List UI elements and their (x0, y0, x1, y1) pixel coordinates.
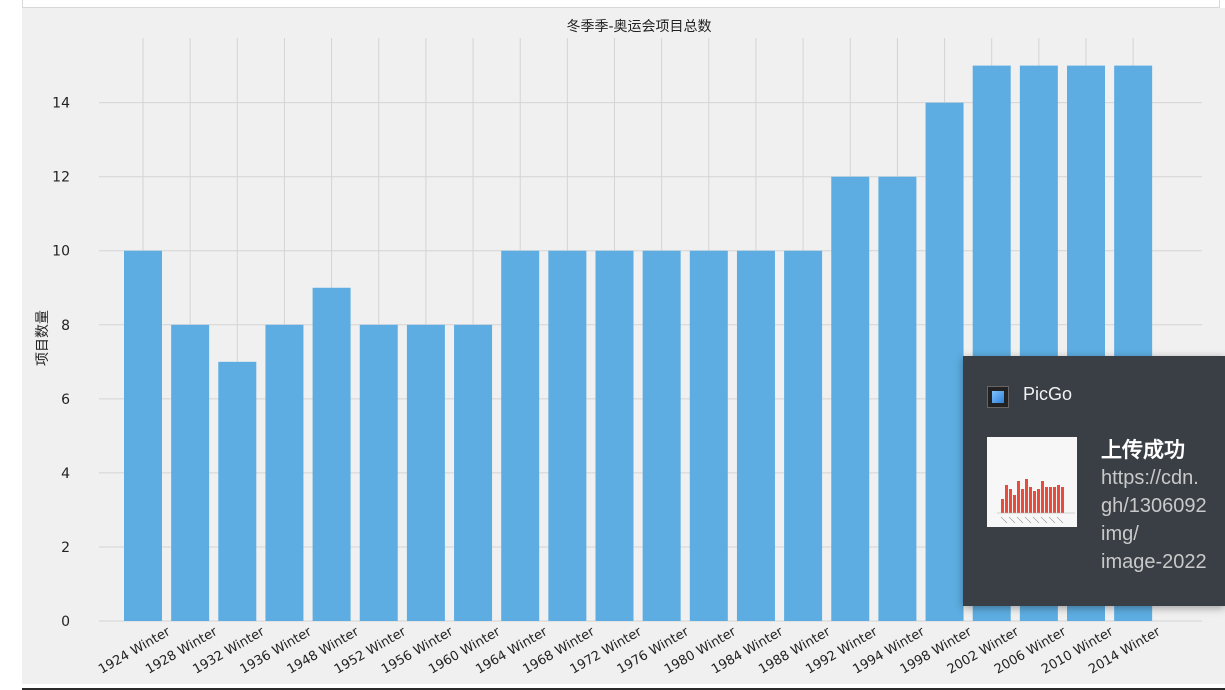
y-tick-label: 0 (61, 614, 70, 630)
y-tick-label: 8 (61, 318, 70, 334)
notification-url-line: https://cdn. (1101, 467, 1199, 489)
bar (265, 324, 304, 621)
y-tick-label: 12 (52, 170, 70, 186)
bar (736, 250, 775, 622)
chart-title: 冬季季-奥运会项目总数 (566, 18, 711, 35)
y-tick-label: 14 (52, 96, 70, 112)
bar (925, 102, 964, 621)
y-tick-label: 10 (52, 244, 70, 260)
y-tick-label: 6 (61, 392, 70, 408)
bar (878, 176, 917, 621)
bar (312, 287, 351, 621)
notification-app-name: PicGo (1023, 384, 1073, 404)
bar (454, 324, 493, 621)
bar (171, 324, 210, 621)
picgo-app-icon (987, 386, 1009, 408)
uploaded-image-thumbnail[interactable] (987, 437, 1077, 527)
bar (784, 250, 823, 622)
y-tick-label: 4 (61, 466, 70, 482)
notification-title: 上传成功 (1101, 438, 1185, 462)
bar (689, 250, 728, 622)
bar (548, 250, 587, 622)
notification-body: https://cdn. gh/1306092 img/ image-2022 (1101, 464, 1207, 576)
bar (642, 250, 681, 622)
picgo-notification[interactable]: PicGo (963, 356, 1225, 606)
bar (359, 324, 398, 621)
bar (124, 250, 162, 622)
notification-url-line: gh/1306092 (1101, 495, 1207, 517)
bar (595, 250, 634, 622)
window-top-strip (22, 0, 1220, 8)
notification-url-line: image-2022 (1101, 551, 1207, 573)
y-tick-label: 2 (61, 540, 70, 556)
bar (501, 250, 540, 622)
chart-area: 冬季季-奥运会项目总数 项目数量 0 2 4 6 8 10 12 14 1924 Winter 1… (22, 8, 1225, 690)
bar (406, 324, 445, 621)
notification-url-line: img/ (1101, 523, 1139, 545)
bar (831, 176, 870, 621)
bar (218, 361, 257, 621)
y-axis-label: 项目数量 (35, 310, 51, 366)
